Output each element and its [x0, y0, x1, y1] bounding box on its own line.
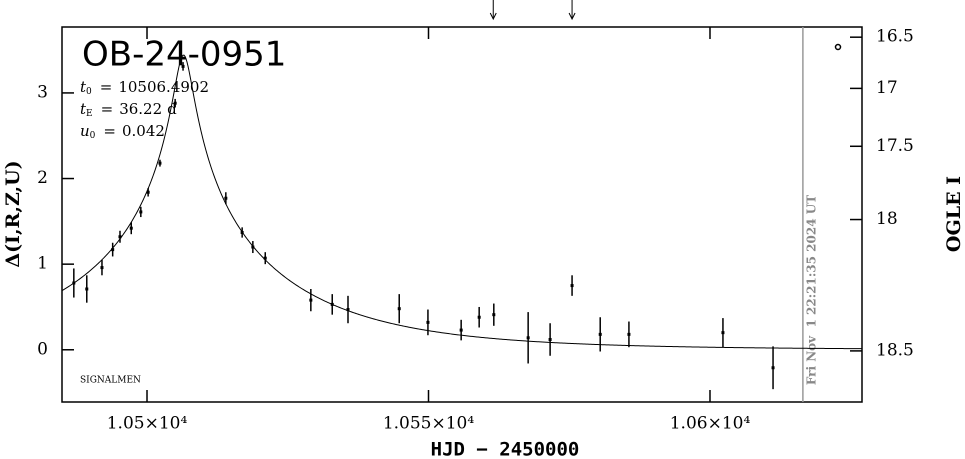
param-sep: = — [100, 78, 113, 96]
y-tick-label: 2 — [37, 168, 48, 188]
data-point — [598, 332, 602, 336]
x-axis-label: HJD − 2450000 — [431, 439, 580, 459]
footnote: SIGNALMEN — [80, 376, 141, 386]
data-point — [139, 210, 143, 214]
data-point — [721, 331, 725, 335]
data-point — [263, 256, 267, 260]
data-point — [111, 248, 115, 252]
data-point — [570, 284, 574, 288]
arrow-head — [489, 12, 497, 21]
data-point — [158, 161, 162, 165]
data-point — [477, 315, 481, 319]
y2-tick-label: 16.5 — [876, 27, 914, 47]
y2-tick-label: 17 — [876, 78, 898, 98]
param-sep: = — [101, 100, 114, 118]
plot-frame — [61, 26, 863, 403]
arrow — [568, 0, 576, 21]
y-tick-label: 0 — [37, 339, 48, 359]
x-tick-label: 1.06×10⁴ — [670, 414, 751, 434]
param-symbol: u — [80, 122, 90, 140]
data-point — [309, 298, 313, 302]
param-sub: E — [86, 109, 93, 119]
data-point — [181, 64, 185, 68]
data-point — [492, 313, 496, 317]
data-point — [627, 332, 631, 336]
data-point — [100, 266, 104, 270]
data-point — [173, 101, 177, 105]
arrow-head — [568, 12, 576, 21]
data-point — [426, 320, 430, 324]
data-point — [397, 307, 401, 311]
y-tick-label: 3 — [37, 82, 48, 102]
param-value: 0.042 — [122, 122, 165, 140]
param-symbol: t — [80, 100, 87, 118]
y2-axis-label: OGLE I — [943, 176, 965, 252]
parameter: tE = 36.22 d — [80, 100, 177, 119]
data-point — [146, 190, 150, 194]
x-tick-label: 1.055×10⁴ — [383, 414, 475, 434]
param-sep: = — [103, 122, 116, 140]
data-point — [330, 302, 334, 306]
y2-tick-label: 18 — [876, 209, 898, 229]
param-sub: 0 — [90, 131, 96, 141]
data-point — [459, 328, 463, 332]
data-point — [224, 196, 228, 200]
y-axis-label: Δ(I,R,Z,U) — [2, 160, 24, 267]
data-point — [526, 336, 530, 340]
data-point — [85, 287, 89, 291]
y-tick-label: 1 — [37, 254, 48, 274]
data-point — [548, 338, 552, 341]
data-point — [771, 366, 775, 370]
arrow — [489, 0, 497, 21]
marker-symbol — [834, 43, 842, 51]
param-value: 36.22 — [119, 100, 162, 118]
parameter: u0 = 0.042 — [80, 122, 165, 141]
data-point — [251, 245, 255, 249]
data-point — [240, 230, 244, 234]
data-point — [346, 308, 350, 312]
x-tick-label: 1.05×10⁴ — [107, 414, 188, 434]
param-sub: 0 — [86, 87, 92, 97]
model-curve — [61, 54, 862, 350]
param-unit: d — [167, 100, 177, 118]
parameter: t0 = 10506.4902 — [80, 78, 209, 97]
timestamp: Fri Nov 1 22:21:35 2024 UT — [805, 195, 819, 385]
data-point — [72, 281, 76, 285]
param-symbol: t — [80, 78, 87, 96]
y2-tick-label: 17.5 — [876, 136, 914, 156]
y2-tick-label: 18.5 — [876, 340, 914, 360]
data-point — [129, 226, 133, 230]
param-value: 10506.4902 — [118, 78, 209, 96]
chart-title: OB-24-0951 — [82, 35, 286, 75]
data-point — [118, 235, 122, 239]
